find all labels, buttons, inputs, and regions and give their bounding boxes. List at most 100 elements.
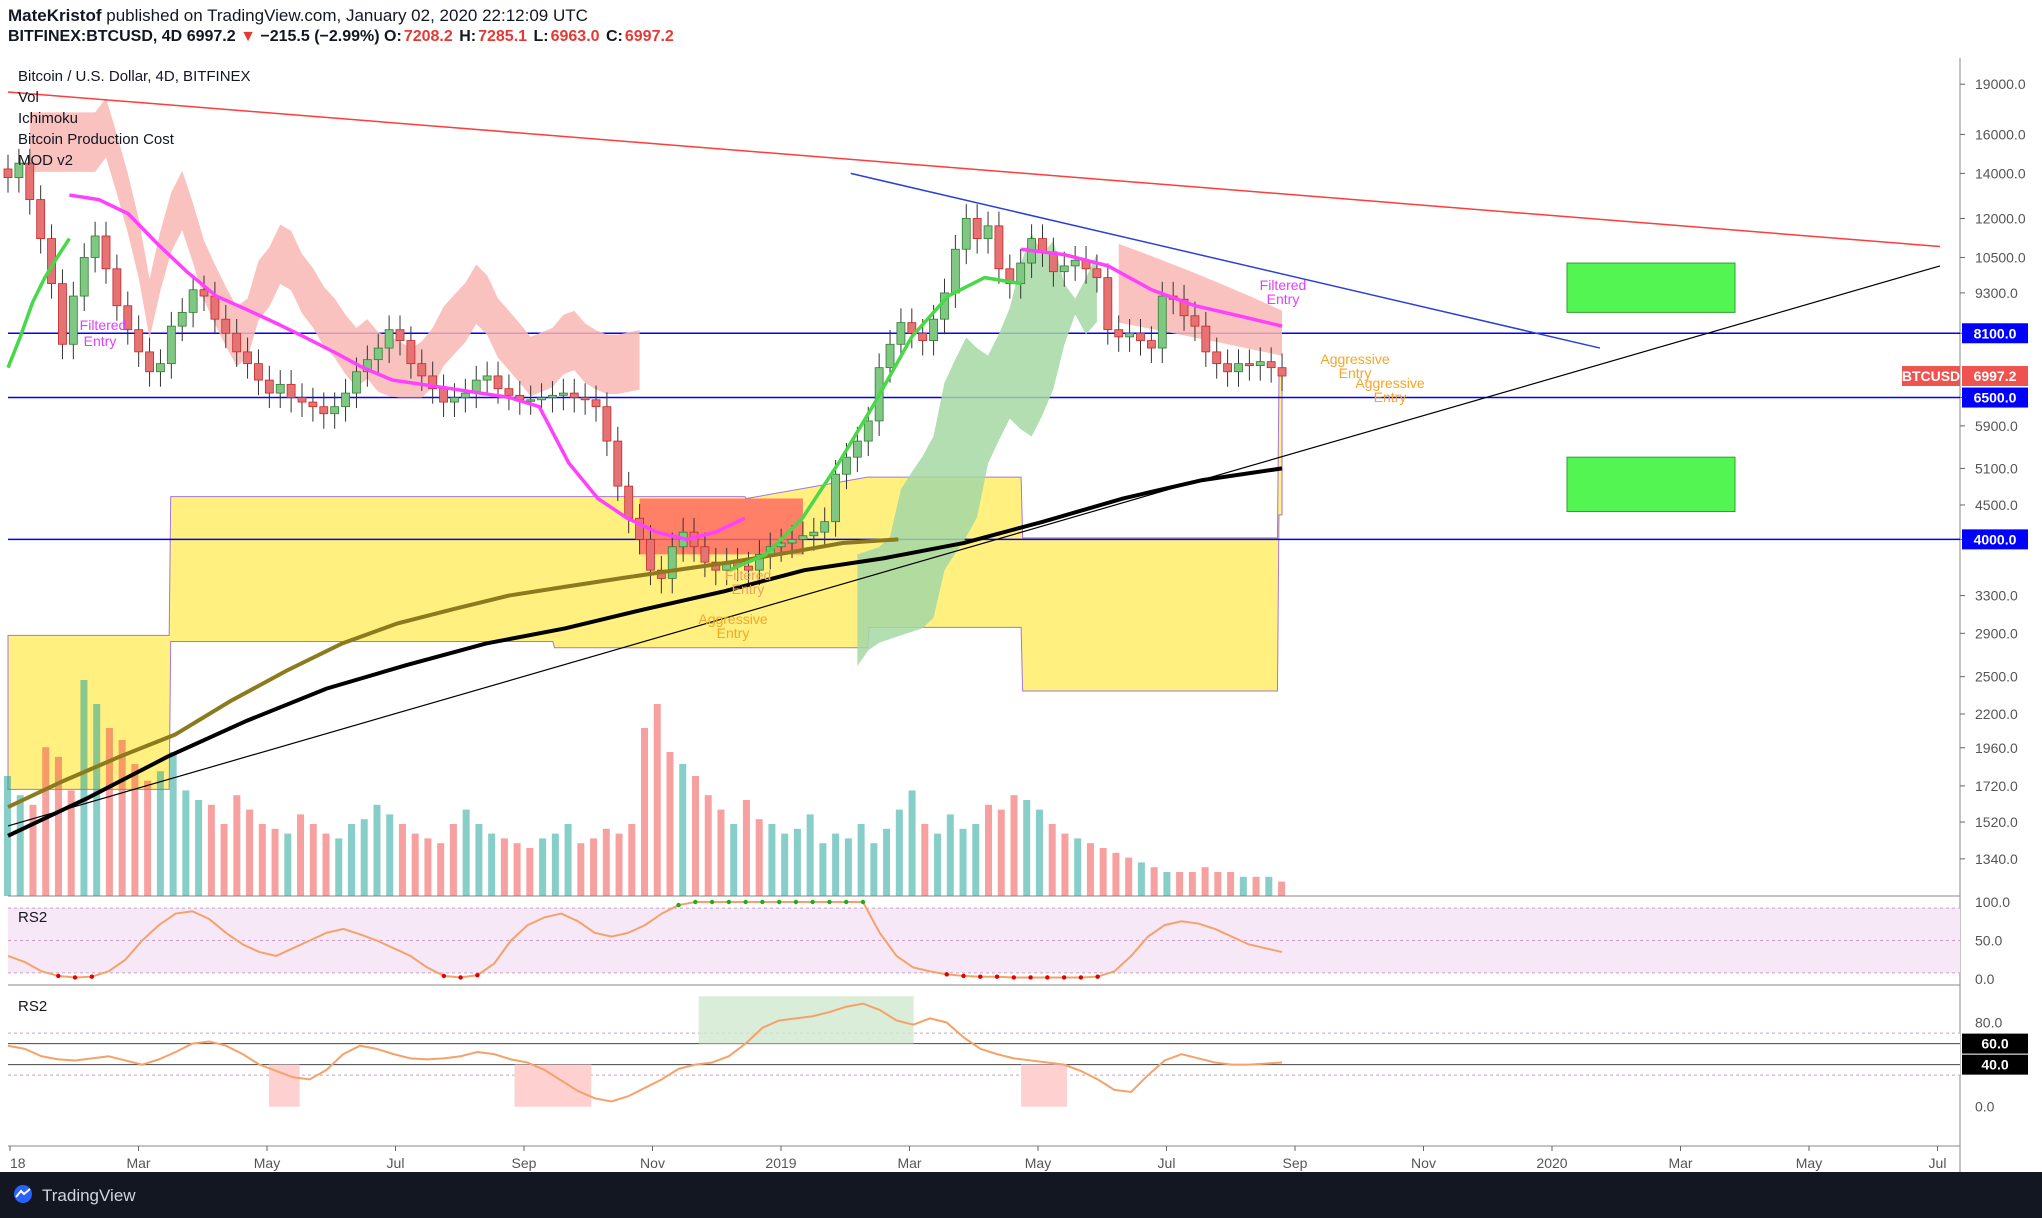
candle-body — [188, 289, 198, 313]
candle-body — [308, 401, 318, 408]
rs2-line — [7, 1002, 1283, 1103]
volume-bar — [1214, 872, 1222, 896]
rs1-extreme-mark — [1095, 974, 1100, 979]
rs1-extreme-mark — [961, 973, 966, 979]
entry-annotation: Aggressive — [1320, 351, 1389, 367]
chart-canvas[interactable]: FilteredEntryFilteredEntryFilteredEntryA… — [0, 58, 2042, 1172]
candle-body — [504, 388, 514, 396]
volume-bar — [29, 804, 37, 896]
volume-bar — [934, 833, 942, 896]
volume-bar — [220, 824, 228, 896]
volume-bar — [156, 771, 164, 896]
rs1-extreme-mark — [1028, 975, 1033, 980]
last-price: 6997.2 — [186, 28, 236, 45]
legend-item-production-cost[interactable]: Bitcoin Production Cost — [18, 131, 174, 148]
candle-body — [580, 397, 590, 401]
tradingview-brand[interactable]: TradingView — [42, 1186, 136, 1205]
volume-bar — [768, 824, 776, 896]
entry-annotation: Aggressive — [698, 611, 767, 627]
volume-bar — [1010, 795, 1018, 896]
volume-bar — [1023, 800, 1031, 896]
legend-item-volume[interactable]: Vol — [18, 89, 39, 106]
volume-bar — [233, 795, 241, 896]
rs1-extreme-mark — [458, 975, 463, 980]
candle-body — [1255, 361, 1265, 367]
candle-body — [635, 517, 644, 540]
volume-bar — [195, 800, 203, 896]
candle-body — [428, 375, 438, 390]
volume-bar — [246, 809, 254, 896]
volume-bar — [398, 824, 406, 896]
rs1-extreme-mark — [475, 972, 480, 978]
symbol-line: BITFINEX:BTCUSD, 4D 6997.2 ▼ −215.5 (−2.… — [8, 28, 676, 46]
rs1-extreme-mark — [441, 973, 447, 979]
volume-bar — [972, 824, 980, 896]
volume-bar — [207, 804, 215, 896]
candle-body — [384, 329, 394, 349]
candle-body — [90, 235, 100, 258]
volume-bar — [80, 680, 88, 896]
candle-body — [1146, 340, 1156, 349]
rs2-level-tag-bg — [1962, 1033, 2028, 1054]
candle-body — [842, 456, 851, 475]
rs1-extreme-mark — [693, 899, 698, 905]
rs2-pane-upper[interactable]: 100.0 50.0 0.0 — [7, 894, 2010, 987]
volume-bar — [475, 824, 483, 896]
time-tick-label: Jul — [1929, 1155, 1947, 1171]
volume-bar — [1278, 881, 1286, 896]
candle-body — [406, 340, 416, 365]
rs1-extreme-mark — [676, 902, 681, 908]
price-axis[interactable]: 19000.0 16000.0 14000.0 12000.0 10500.0 9300.… — [1902, 76, 2028, 867]
publisher-name[interactable]: MateKristof — [8, 6, 102, 25]
price-tag-6500: 6500.0 — [1974, 390, 2017, 406]
publish-line: MateKristof published on TradingView.com… — [8, 6, 588, 26]
volume-bar — [54, 756, 62, 896]
candle-body — [798, 535, 808, 540]
main-price-pane[interactable]: FilteredEntryFilteredEntryFilteredEntryA… — [0, 58, 2042, 1172]
rs1-extreme-mark — [56, 973, 61, 979]
symbol-name[interactable]: BITFINEX:BTCUSD, 4D — [8, 28, 183, 45]
tradingview-logo-icon[interactable] — [10, 1184, 36, 1204]
candle-body — [1125, 332, 1134, 338]
rs1-extreme-mark — [743, 899, 748, 905]
time-axis[interactable]: 18 Mar May Jul Sep Nov 2019 Mar May Jul Sep Nov 2020… — [8, 1145, 1960, 1171]
legend-item-ichimoku[interactable]: Ichimoku — [18, 110, 79, 127]
time-tick-label: Mar — [897, 1155, 921, 1171]
candle-body — [493, 375, 503, 390]
rs2-lower-label[interactable]: RS2 — [18, 998, 48, 1015]
volume-bar — [717, 809, 725, 896]
volume-bar — [335, 838, 343, 896]
entry-annotation: Entry — [84, 333, 117, 349]
volume-bar — [806, 814, 814, 896]
volume-bar — [1086, 843, 1094, 896]
rs2-bull-zone — [698, 996, 914, 1044]
volume-bar — [411, 833, 419, 896]
time-tick-label: Mar — [1668, 1155, 1692, 1171]
volume-bar — [985, 804, 993, 896]
candle-body — [373, 347, 383, 361]
ichimoku-cloud-bearish — [29, 97, 640, 398]
candle-body — [145, 351, 154, 373]
rs1-extreme-mark — [810, 899, 815, 905]
volume-bar — [169, 752, 177, 896]
volume-bar — [781, 833, 789, 896]
candle-body — [744, 565, 753, 571]
candle-body — [1266, 361, 1276, 369]
candle-body — [134, 329, 144, 353]
volume-bar — [347, 824, 355, 896]
legend-item-mod[interactable]: MOD v2 — [18, 152, 74, 169]
rs2-upper-label[interactable]: RS2 — [18, 909, 48, 926]
candle-body — [1070, 259, 1080, 267]
candle-body — [25, 162, 35, 200]
volume-bar — [1252, 876, 1260, 896]
rs2-pane-lower[interactable]: 80.0 60.0 40.0 0.0 — [7, 996, 2028, 1115]
candle-body — [210, 295, 220, 320]
volume-bar — [1125, 857, 1133, 896]
open-label: O: — [384, 28, 402, 45]
rs1-extreme-mark — [944, 972, 949, 977]
volume-bar — [1035, 809, 1043, 896]
time-tick-label: May — [1025, 1155, 1051, 1171]
time-tick-label: Nov — [1411, 1155, 1436, 1171]
volume-bar — [42, 747, 50, 896]
legend-title[interactable]: Bitcoin / U.S. Dollar, 4D, BITFINEX — [18, 68, 251, 85]
